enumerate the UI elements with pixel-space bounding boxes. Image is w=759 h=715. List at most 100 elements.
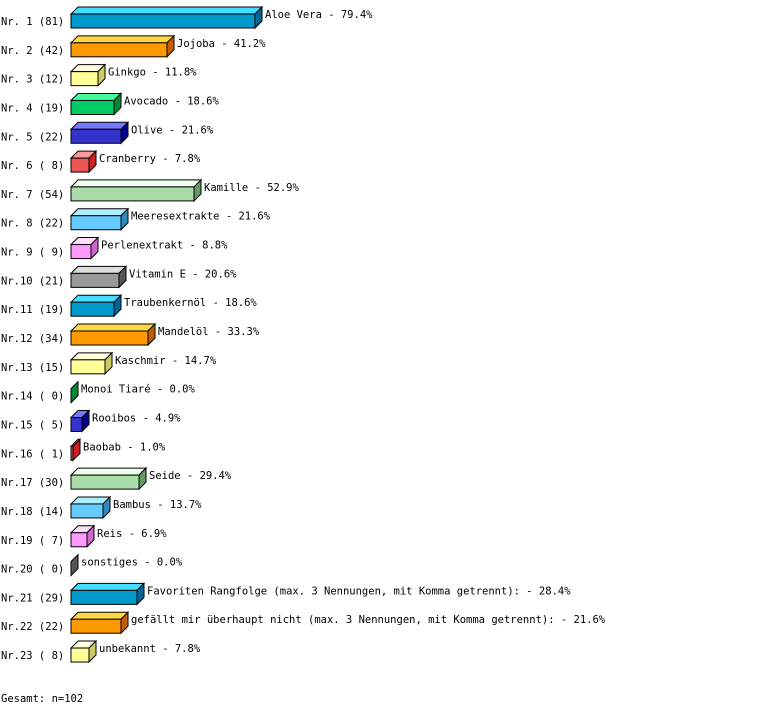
bar-top-face (69, 611, 130, 620)
row-rank-label: Nr. 7 (54) (1, 189, 64, 201)
row-rank-label: Nr.23 ( 8) (1, 650, 64, 662)
bar (70, 244, 92, 260)
bar (70, 532, 88, 548)
bar (70, 71, 99, 87)
bar-side-face (97, 63, 106, 87)
bar-side-face (70, 380, 79, 404)
row-rank-label: Nr.14 ( 0) (1, 391, 64, 403)
bar-side-face (254, 5, 263, 30)
row-rank-label: Nr.13 (15) (1, 362, 64, 374)
bar (70, 13, 256, 29)
bar-top-face (69, 179, 203, 188)
bar-value-label: Meeresextrakte - 21.6% (131, 211, 271, 223)
bar (70, 330, 149, 346)
bar (70, 416, 83, 432)
bar-top-face (69, 6, 264, 15)
row-rank-label: Nr. 3 (12) (1, 74, 64, 86)
row-rank-label: Nr.16 ( 1) (1, 448, 64, 460)
bar-side-face (120, 611, 129, 635)
bar-top-face (69, 92, 123, 101)
bar-top-face (69, 294, 123, 303)
bar-value-label: Perlenextrakt - 8.8% (101, 240, 228, 252)
bar-value-label: Aloe Vera - 79.4% (265, 9, 373, 21)
bar (70, 359, 106, 375)
bar-value-label: Kaschmir - 14.7% (115, 355, 217, 367)
row-rank-label: Nr.18 (14) (1, 506, 64, 518)
row-rank-label: Nr. 9 ( 9) (1, 247, 64, 259)
bar-value-label: Bambus - 13.7% (113, 499, 202, 511)
bar-value-label: Favoriten Rangfolge (max. 3 Nennungen, m… (147, 585, 571, 597)
bar-top-face (69, 35, 176, 44)
bar-side-face (102, 495, 111, 520)
bar (70, 42, 168, 58)
bar-value-label: Monoi Tiaré - 0.0% (81, 384, 195, 396)
bar-top-face (69, 121, 130, 130)
bar-top-face (69, 323, 157, 332)
bar-side-face (113, 293, 122, 318)
bar-side-face (136, 582, 145, 606)
bar (70, 503, 104, 519)
bar (70, 186, 195, 202)
bar-value-label: Cranberry - 7.8% (99, 153, 201, 165)
row-rank-label: Nr.10 (21) (1, 275, 64, 287)
bar (70, 157, 90, 173)
row-rank-label: Nr. 5 (22) (1, 131, 64, 143)
bar-side-face (90, 236, 99, 260)
bar-value-label: Avocado - 18.6% (124, 95, 220, 107)
row-rank-label: Nr.22 (22) (1, 621, 64, 633)
bar-value-label: Rooibos - 4.9% (92, 412, 181, 424)
bar-value-label: gefällt mir überhaupt nicht (max. 3 Nenn… (131, 614, 606, 626)
bar-side-face (120, 207, 129, 231)
bar (70, 215, 122, 231)
bar (70, 301, 115, 317)
bar-top-face (69, 467, 148, 476)
bar-side-face (88, 639, 97, 664)
row-rank-label: Nr. 2 (42) (1, 45, 64, 57)
bar-value-label: Reis - 6.9% (97, 528, 167, 540)
bar (70, 99, 115, 115)
bar (70, 618, 122, 634)
bar-value-label: Vitamin E - 20.6% (129, 268, 237, 280)
row-rank-label: Nr.11 (19) (1, 304, 64, 316)
bar-value-label: Jojoba - 41.2% (177, 38, 266, 50)
bar-side-face (86, 524, 95, 548)
bar-side-face (120, 121, 129, 145)
bar (70, 128, 122, 144)
bar-side-face (193, 178, 202, 203)
row-rank-label: Nr.21 (29) (1, 592, 64, 604)
bar-value-label: Kamille - 52.9% (204, 182, 300, 194)
bar (70, 589, 138, 605)
row-rank-label: Nr.19 ( 7) (1, 535, 64, 547)
row-rank-label: Nr.20 ( 0) (1, 564, 64, 576)
row-rank-label: Nr. 6 ( 8) (1, 160, 64, 172)
bar-side-face (70, 553, 79, 577)
bar-value-label: Traubenkernöl - 18.6% (124, 297, 257, 309)
row-rank-label: Nr. 1 (81) (1, 16, 64, 28)
bar (70, 647, 90, 663)
row-rank-label: Nr. 8 (22) (1, 218, 64, 230)
bar-value-label: unbekannt - 7.8% (99, 643, 201, 655)
bar-side-face (72, 438, 81, 462)
bar (70, 474, 140, 490)
row-rank-label: Nr.12 (34) (1, 333, 64, 345)
bar-side-face (166, 34, 175, 59)
bar-value-label: Baobab - 1.0% (83, 441, 166, 453)
total-footer: Gesamt: n=102 (1, 693, 83, 705)
bar-side-face (88, 149, 97, 174)
bar-value-label: Mandelöl - 33.3% (158, 326, 260, 338)
bar-top-face (69, 582, 146, 591)
bar-top-face (69, 208, 130, 217)
bar-side-face (81, 409, 90, 433)
row-rank-label: Nr.17 (30) (1, 477, 64, 489)
bar-value-label: Olive - 21.6% (131, 124, 214, 136)
bar-top-face (69, 265, 128, 274)
bar (70, 272, 120, 288)
row-rank-label: Nr. 4 (19) (1, 102, 64, 114)
bar-side-face (113, 92, 122, 116)
bar-side-face (104, 351, 113, 376)
bar-value-label: sonstiges - 0.0% (81, 557, 183, 569)
bar-side-face (147, 322, 156, 347)
row-rank-label: Nr.15 ( 5) (1, 419, 64, 431)
bar-side-face (118, 265, 127, 289)
